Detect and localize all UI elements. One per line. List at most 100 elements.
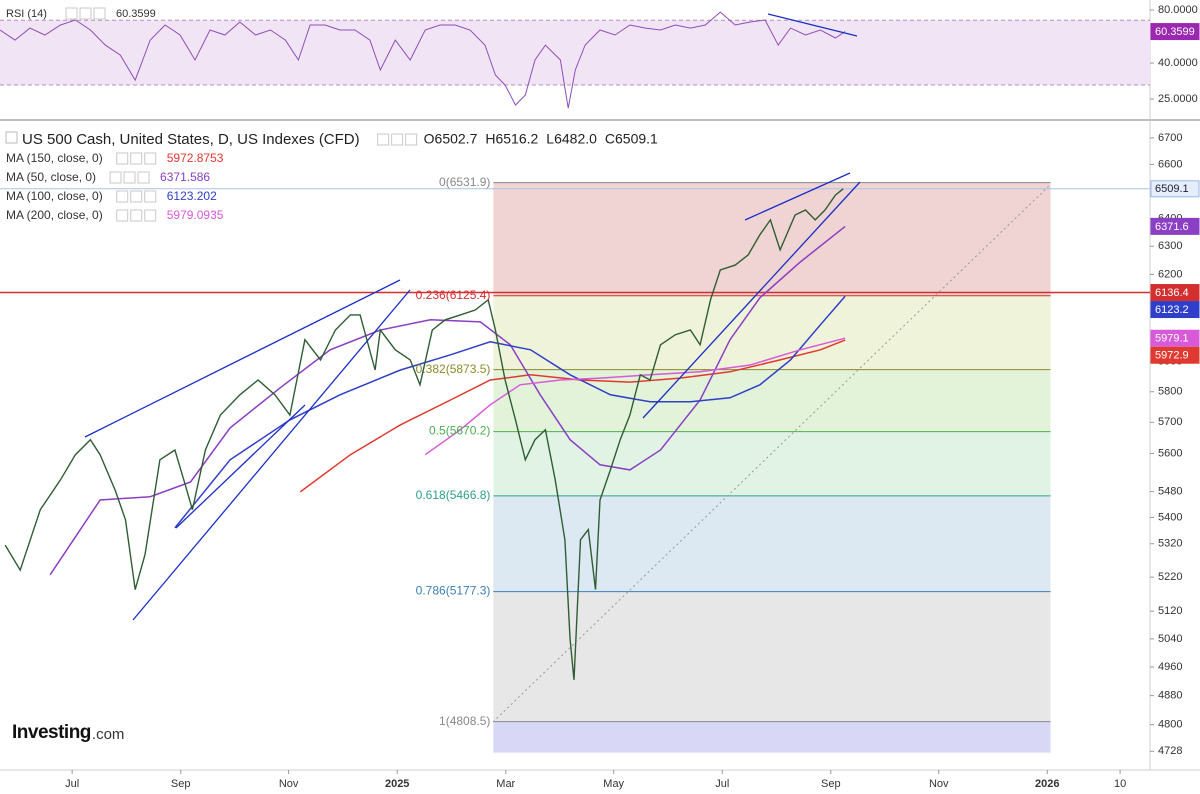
fib-zone bbox=[493, 721, 1051, 753]
price-line-series bbox=[4, 188, 844, 680]
y-tick-label: 5320 bbox=[1158, 538, 1182, 550]
y-tick-label: 4728 bbox=[1158, 745, 1182, 757]
legend-name: MA (150, close, 0) bbox=[6, 151, 103, 165]
price-tag-box bbox=[1150, 217, 1200, 235]
y-tick-label: 5700 bbox=[1158, 416, 1182, 428]
price-tag: 6123.2 bbox=[1155, 304, 1189, 316]
price-tag: 5972.9 bbox=[1155, 350, 1189, 362]
fib-label: 0.5(5670.2) bbox=[429, 424, 490, 438]
toolbar-icon bbox=[391, 133, 404, 146]
toolbar-icon bbox=[79, 7, 92, 20]
y-tick-label: 40.0000 bbox=[1158, 57, 1198, 69]
price-tag-box bbox=[1150, 346, 1200, 364]
x-tick-label: Mar bbox=[496, 778, 515, 790]
y-tick-label: 6600 bbox=[1158, 158, 1182, 170]
rsi-value: 60.3599 bbox=[116, 8, 156, 20]
ohlc-value: L6482.0 bbox=[546, 131, 597, 147]
price-tag: 6136.4 bbox=[1155, 287, 1189, 299]
price-tag-box bbox=[1150, 23, 1200, 41]
legend-value: 6371.586 bbox=[160, 170, 210, 184]
trendline bbox=[132, 289, 411, 621]
x-tick-label: Sep bbox=[821, 778, 841, 790]
y-tick-label: 4960 bbox=[1158, 661, 1182, 673]
legend-name: MA (200, close, 0) bbox=[6, 208, 103, 222]
y-tick-label: 5040 bbox=[1158, 633, 1182, 645]
price-tag-box bbox=[1150, 284, 1200, 302]
x-tick-label: 2025 bbox=[385, 778, 409, 790]
toolbar-icon bbox=[405, 133, 418, 146]
rsi-title: RSI (14) bbox=[6, 8, 47, 20]
fib-diagonal bbox=[492, 184, 1051, 723]
x-tick-label: Nov bbox=[929, 778, 949, 790]
toolbar-icon bbox=[130, 209, 143, 222]
price-tag: 6371.6 bbox=[1155, 221, 1189, 233]
toolbar-icon bbox=[123, 171, 136, 184]
x-tick-label: Sep bbox=[171, 778, 191, 790]
toolbar-icon bbox=[116, 209, 129, 222]
fib-label: 1(4808.5) bbox=[439, 714, 490, 728]
fib-label: 0.236(6125.4) bbox=[416, 288, 491, 302]
fib-label: 0(6531.9) bbox=[439, 175, 490, 189]
ohlc-value: C6509.1 bbox=[605, 131, 658, 147]
x-tick-label: 10 bbox=[1114, 778, 1126, 790]
x-tick-label: 2026 bbox=[1035, 778, 1059, 790]
rsi-trendline bbox=[767, 13, 858, 37]
fib-zone bbox=[493, 431, 1051, 496]
toolbar-icon bbox=[65, 7, 78, 20]
y-tick-label: 6300 bbox=[1158, 240, 1182, 252]
fib-label: 0.786(5177.3) bbox=[416, 584, 491, 598]
x-tick-label: Jul bbox=[65, 778, 79, 790]
y-tick-label: 80.0000 bbox=[1158, 4, 1198, 16]
y-tick-label: 4800 bbox=[1158, 719, 1182, 731]
rsi-line bbox=[0, 11, 846, 109]
legend-name: MA (100, close, 0) bbox=[6, 189, 103, 203]
price-tag: 60.3599 bbox=[1155, 26, 1195, 38]
x-tick-label: May bbox=[603, 778, 624, 790]
y-tick-label: 5600 bbox=[1158, 447, 1182, 459]
toolbar-icon bbox=[137, 171, 150, 184]
x-tick-label: Jul bbox=[715, 778, 729, 790]
toolbar-icon bbox=[144, 209, 157, 222]
moving-average bbox=[174, 295, 846, 529]
trendline bbox=[84, 279, 401, 438]
logo: Investing bbox=[12, 722, 91, 743]
layers: 80.000040.000025.00006700660064006300620… bbox=[0, 4, 1198, 790]
y-tick-label: 5400 bbox=[1158, 511, 1182, 523]
y-tick-label: 5120 bbox=[1158, 605, 1182, 617]
price-tag: 5979.1 bbox=[1155, 333, 1189, 345]
toolbar-icon bbox=[93, 7, 106, 20]
price-tag-box bbox=[1150, 301, 1200, 319]
legend-name: MA (50, close, 0) bbox=[6, 170, 96, 184]
legend-value: 5972.8753 bbox=[167, 151, 224, 165]
chart-title: US 500 Cash, United States, D, US Indexe… bbox=[22, 131, 360, 148]
toolbar-icon bbox=[144, 152, 157, 165]
y-tick-label: 4880 bbox=[1158, 690, 1182, 702]
y-tick-label: 5800 bbox=[1158, 386, 1182, 398]
fib-zone bbox=[493, 591, 1051, 722]
toolbar-icon bbox=[144, 190, 157, 203]
header-icon bbox=[5, 131, 18, 144]
fib-zone bbox=[493, 295, 1051, 370]
y-tick-label: 5220 bbox=[1158, 571, 1182, 583]
y-tick-label: 6200 bbox=[1158, 268, 1182, 280]
toolbar-icon bbox=[116, 152, 129, 165]
ohlc-value: H6516.2 bbox=[485, 131, 538, 147]
fib-zone bbox=[493, 495, 1051, 592]
moving-average bbox=[49, 225, 846, 576]
toolbar-icon bbox=[130, 152, 143, 165]
legend-value: 6123.202 bbox=[167, 189, 217, 203]
logo-suffix: .com bbox=[92, 726, 125, 743]
x-tick-label: Nov bbox=[279, 778, 299, 790]
toolbar-icon bbox=[116, 190, 129, 203]
fib-zone bbox=[493, 182, 1051, 296]
price-tag-box bbox=[1150, 329, 1200, 347]
trendline bbox=[642, 181, 861, 419]
ohlc-value: O6502.7 bbox=[424, 131, 478, 147]
fib-label: 0.618(5466.8) bbox=[416, 488, 491, 502]
trendline bbox=[744, 172, 851, 221]
legend-value: 5979.0935 bbox=[167, 208, 224, 222]
moving-average bbox=[424, 337, 846, 456]
toolbar-icon bbox=[109, 171, 122, 184]
drawings-under bbox=[0, 0, 1200, 771]
trendline bbox=[175, 404, 306, 529]
